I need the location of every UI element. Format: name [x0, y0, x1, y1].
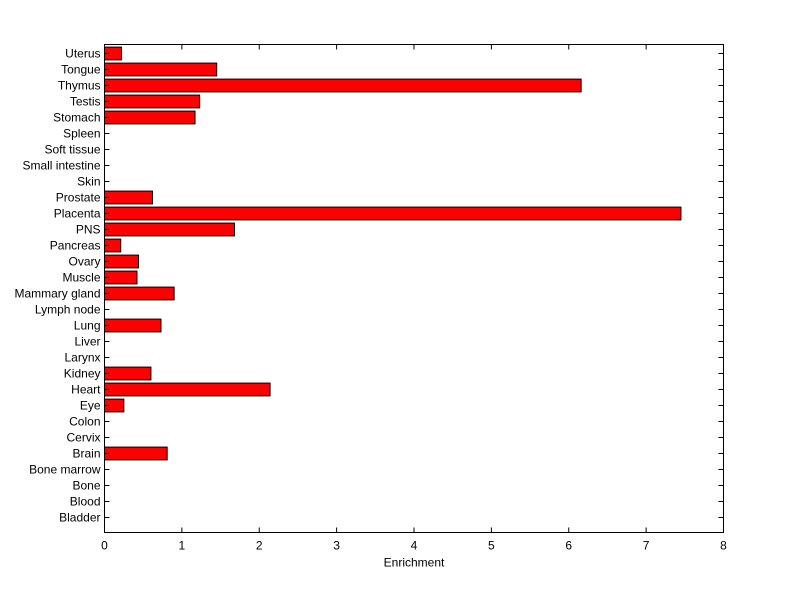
- y-tick-label-colon: Colon: [69, 415, 100, 429]
- bar-prostate: [104, 190, 153, 205]
- x-tick-label: 2: [256, 539, 263, 553]
- bar-pns: [104, 222, 235, 237]
- bar-ovary: [104, 254, 140, 269]
- y-tick-label-small-intestine: Small intestine: [22, 159, 100, 173]
- y-tick-label-lymph-node: Lymph node: [35, 303, 101, 317]
- y-tick-label-cervix: Cervix: [66, 431, 100, 445]
- y-tick-label-stomach: Stomach: [53, 111, 100, 125]
- y-tick-label-testis: Testis: [70, 95, 101, 109]
- y-tick-label-mammary-gland: Mammary gland: [14, 287, 100, 301]
- bar-lung: [104, 318, 162, 333]
- bars-group: [104, 46, 682, 461]
- y-tick-label-pns: PNS: [76, 223, 101, 237]
- x-tick-label: 8: [720, 539, 727, 553]
- bar-tongue: [104, 62, 218, 77]
- y-tick-label-tongue: Tongue: [61, 63, 101, 77]
- bar-testis: [104, 94, 201, 109]
- x-tick-label: 4: [411, 539, 418, 553]
- y-tick-label-uterus: Uterus: [65, 47, 100, 61]
- y-tick-label-heart: Heart: [71, 383, 101, 397]
- y-tick-label-larynx: Larynx: [64, 351, 100, 365]
- x-axis-title: Enrichment: [384, 556, 445, 570]
- bar-thymus: [104, 78, 582, 93]
- y-tick-label-brain: Brain: [72, 447, 100, 461]
- plot-frame: [104, 44, 724, 533]
- bar-kidney: [104, 366, 152, 381]
- y-tick-label-eye: Eye: [80, 399, 101, 413]
- y-ticks-group: Uterus Tongue Thymus Testis Stomach Spleen Sof…: [14, 47, 724, 525]
- x-tick-label: 0: [101, 539, 108, 553]
- x-tick-label: 7: [643, 539, 650, 553]
- y-tick-label-skin: Skin: [77, 175, 100, 189]
- y-tick-label-prostate: Prostate: [56, 191, 101, 205]
- x-tick-label: 3: [333, 539, 340, 553]
- y-tick-label-thymus: Thymus: [58, 79, 101, 93]
- y-tick-label-liver: Liver: [74, 335, 100, 349]
- bar-brain: [104, 446, 168, 461]
- y-tick-label-placenta: Placenta: [54, 207, 101, 221]
- y-tick-label-spleen: Spleen: [63, 127, 100, 141]
- bar-stomach: [104, 110, 196, 125]
- y-tick-label-soft-tissue: Soft tissue: [44, 143, 100, 157]
- y-tick-label-blood: Blood: [70, 495, 101, 509]
- y-tick-label-bone: Bone: [72, 479, 100, 493]
- y-tick-label-bladder: Bladder: [59, 511, 100, 525]
- y-tick-label-ovary: Ovary: [68, 255, 100, 269]
- bar-placenta: [104, 206, 682, 221]
- x-tick-label: 1: [179, 539, 186, 553]
- bar-heart: [104, 382, 271, 397]
- y-tick-label-bone-marrow: Bone marrow: [29, 463, 101, 477]
- y-tick-label-pancreas: Pancreas: [50, 239, 101, 253]
- bar-mammary-gland: [104, 286, 175, 301]
- x-tick-label: 6: [565, 539, 572, 553]
- y-tick-label-muscle: Muscle: [62, 271, 100, 285]
- y-tick-label-lung: Lung: [74, 319, 101, 333]
- y-tick-label-kidney: Kidney: [64, 367, 101, 381]
- x-tick-label: 5: [488, 539, 495, 553]
